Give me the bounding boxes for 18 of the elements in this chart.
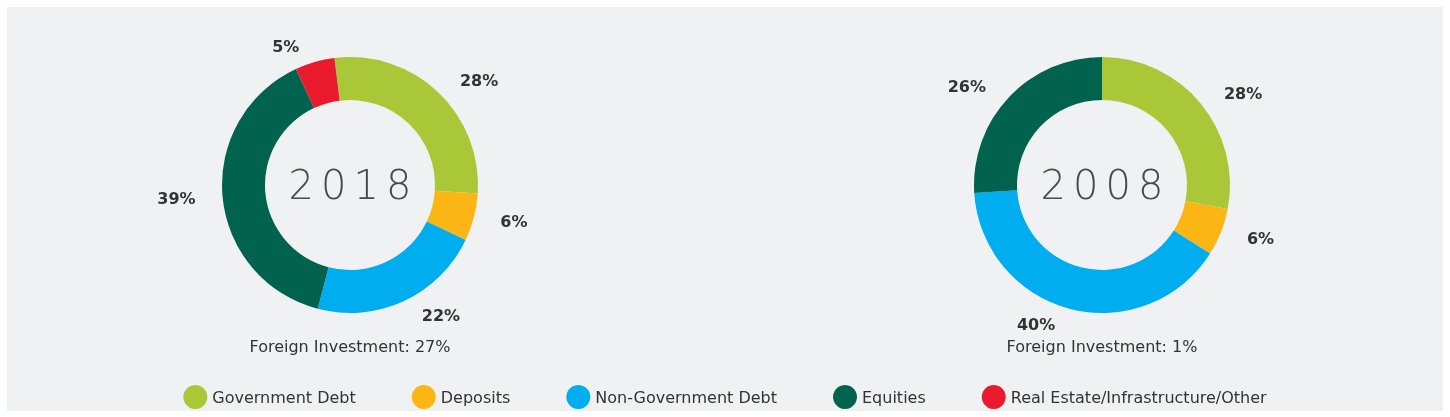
slice-label: 2018 [287,162,419,208]
slice-label: 2008 [1039,162,1171,208]
data-label: 39% [157,188,196,208]
legend-label: Deposits [440,387,511,407]
data-label: 5% [272,37,300,57]
data-label: 28% [459,70,499,90]
legend-label: Real Estate/Infrastructure/Other [1010,387,1268,407]
data-label: 22% [421,306,461,326]
legend-label: Non-Government Debt [595,387,778,407]
data-label: 6% [1246,228,1275,248]
data-label: 40% [1016,314,1056,334]
text: Foreign Investment: 27% [249,336,451,356]
text: Foreign Investment: 1% [1006,336,1198,356]
legend-label: Government Debt [212,387,356,407]
data-label: 26% [947,76,987,96]
data-label: 6% [500,211,528,231]
data-label: 28% [1223,83,1263,103]
legend-label: Equities [862,387,926,407]
